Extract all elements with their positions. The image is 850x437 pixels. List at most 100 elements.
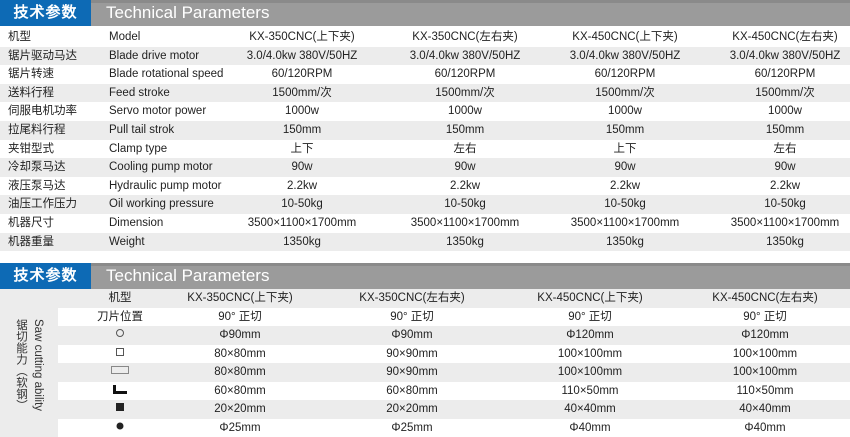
table-row: 机型 KX-350CNC(上下夹) KX-350CNC(左右夹) KX-450CNC(… <box>0 289 850 308</box>
table-row: 80×80mm 90×90mm 100×100mm 100×100mm <box>0 363 850 382</box>
value-cell: 90w <box>454 161 476 174</box>
param-name-en: Servo motor power <box>109 105 207 118</box>
value-cell: 90° 正切 <box>743 310 787 323</box>
value-cell: Φ40mm <box>569 421 611 434</box>
value-cell: 150mm <box>605 124 645 136</box>
table-row: 锯片驱动马达 Blade drive motor 3.0/4.0kw 380V/50… <box>0 46 850 66</box>
value-cell: 3.0/4.0kw 380V/50HZ <box>569 49 681 62</box>
value-cell: 110×50mm <box>561 384 619 397</box>
value-cell: 3.0/4.0kw 380V/50HZ <box>729 49 841 62</box>
section-title-cn: 技术参数 <box>0 0 91 26</box>
param-name-en: Cooling pump motor <box>109 161 213 174</box>
table-row: 60×80mm 60×80mm 110×50mm 110×50mm <box>0 382 850 401</box>
value-cell: 2.2kw <box>286 179 318 192</box>
value-cell: 3.0/4.0kw 380V/50HZ <box>409 49 521 62</box>
param-name-cn: 机器尺寸 <box>8 217 54 229</box>
table-row: 机器重量 Weight 1350kg 1350kg 1350kg 1350kg <box>0 232 850 252</box>
value-cell: 90° 正切 <box>390 310 434 323</box>
value-cell: 1000w <box>608 105 642 118</box>
table-row: 冷却泵马达 Cooling pump motor 90w 90w 90w 90w <box>0 158 850 177</box>
value-cell: 1350kg <box>446 235 484 248</box>
value-cell: 90×90mm <box>386 366 438 378</box>
table-row: 刀片位置 90° 正切 90° 正切 90° 正切 90° 正切 <box>0 308 850 327</box>
value-cell: 90w <box>774 161 796 174</box>
value-cell: 90w <box>614 161 636 174</box>
value-cell: 1500mm/次 <box>755 86 815 99</box>
table-row: 锯片转速 Blade rotational speed 60/120RPM 60/12… <box>0 65 850 84</box>
row-label: 刀片位置 <box>97 310 143 323</box>
table-row: Φ25mm Φ25mm Φ40mm Φ40mm <box>0 419 850 437</box>
param-name-en: Hydraulic pump motor <box>109 179 222 192</box>
param-name-cn: 液压泵马达 <box>8 179 66 192</box>
value-cell: KX-450CNC(左右夹) <box>712 292 818 304</box>
solid-round-icon <box>115 419 125 437</box>
value-cell: 20×20mm <box>386 403 438 415</box>
value-cell: 1000w <box>285 105 319 118</box>
value-cell: 60/120RPM <box>594 68 656 81</box>
value-cell: 10-50kg <box>604 198 646 211</box>
value-cell: KX-350CNC(左右夹) <box>412 31 518 43</box>
param-name-en: Dimension <box>109 217 164 229</box>
value-cell: 1500mm/次 <box>272 86 332 99</box>
solid-square-icon <box>115 400 125 418</box>
value-cell: 60/120RPM <box>754 68 816 81</box>
square-tube-icon <box>115 345 125 363</box>
value-cell: 左右 <box>773 142 797 155</box>
value-cell: 100×100mm <box>557 366 623 378</box>
side-label-en: Saw cutting ability <box>32 319 44 412</box>
value-cell: 3500×1100×1700mm <box>730 217 840 229</box>
value-cell: Φ40mm <box>744 421 786 434</box>
value-cell: 80×80mm <box>214 366 266 378</box>
value-cell: 10-50kg <box>444 198 486 211</box>
table-row: 夹钳型式 Clamp type 上下 左右 上下 左右 <box>0 140 850 159</box>
value-cell: Φ120mm <box>741 329 789 341</box>
table-row: 伺服电机功率 Servo motor power 1000w 1000w 1000w 10… <box>0 102 850 121</box>
value-cell: Φ25mm <box>391 421 433 434</box>
value-cell: KX-350CNC(上下夹) <box>187 292 293 304</box>
table-row: Φ90mm Φ90mm Φ120mm Φ120mm <box>0 326 850 345</box>
param-name-cn: 油压工作压力 <box>8 198 77 211</box>
round-bar-icon <box>115 326 125 344</box>
value-cell: 20×20mm <box>214 403 266 415</box>
param-name-cn: 夹钳型式 <box>8 142 54 155</box>
param-name-cn: 锯片驱动马达 <box>8 49 77 62</box>
value-cell: 1000w <box>768 105 802 118</box>
section-title-cn: 技术参数 <box>0 263 91 289</box>
value-cell: KX-450CNC(左右夹) <box>732 31 838 43</box>
param-name-en: Model <box>109 31 141 43</box>
value-cell: 40×40mm <box>564 403 616 415</box>
value-cell: 90° 正切 <box>568 310 612 323</box>
value-cell: Φ90mm <box>219 329 261 341</box>
value-cell: KX-350CNC(上下夹) <box>249 31 355 43</box>
value-cell: 90° 正切 <box>218 310 262 323</box>
section-title-en: Technical Parameters <box>106 3 270 22</box>
param-name-cn: 拉尾料行程 <box>8 124 66 136</box>
value-cell: 上下 <box>613 142 637 155</box>
rectangular-tube-icon <box>111 363 129 381</box>
table-row: 油压工作压力 Oil working pressure 10-50kg 10-50kg… <box>0 195 850 214</box>
value-cell: 100×100mm <box>557 347 623 360</box>
param-name-en: Blade rotational speed <box>109 68 224 81</box>
value-cell: 1000w <box>448 105 482 118</box>
value-cell: 1500mm/次 <box>595 86 655 99</box>
param-name-en: Pull tail strok <box>109 124 175 136</box>
value-cell: 1500mm/次 <box>435 86 495 99</box>
value-cell: 150mm <box>282 124 322 136</box>
param-name-cn: 伺服电机功率 <box>8 105 77 118</box>
value-cell: 60/120RPM <box>434 68 496 81</box>
value-cell: Φ90mm <box>391 329 433 341</box>
table-row: 拉尾料行程 Pull tail strok 150mm 150mm 150mm 150mm <box>0 121 850 140</box>
param-name-en: Feed stroke <box>109 86 170 99</box>
value-cell: 60/120RPM <box>271 68 333 81</box>
value-cell: 100×100mm <box>732 366 798 378</box>
value-cell: 60×80mm <box>214 384 266 397</box>
value-cell: 1350kg <box>606 235 644 248</box>
section-title-en: Technical Parameters <box>106 266 270 285</box>
value-cell: 3.0/4.0kw 380V/50HZ <box>246 49 358 62</box>
value-cell: 3500×1100×1700mm <box>410 217 520 229</box>
value-cell: 90×90mm <box>386 347 438 360</box>
value-cell: 3500×1100×1700mm <box>247 217 357 229</box>
value-cell: Φ25mm <box>219 421 261 434</box>
value-cell: 10-50kg <box>281 198 323 211</box>
value-cell: 60×80mm <box>386 384 438 397</box>
